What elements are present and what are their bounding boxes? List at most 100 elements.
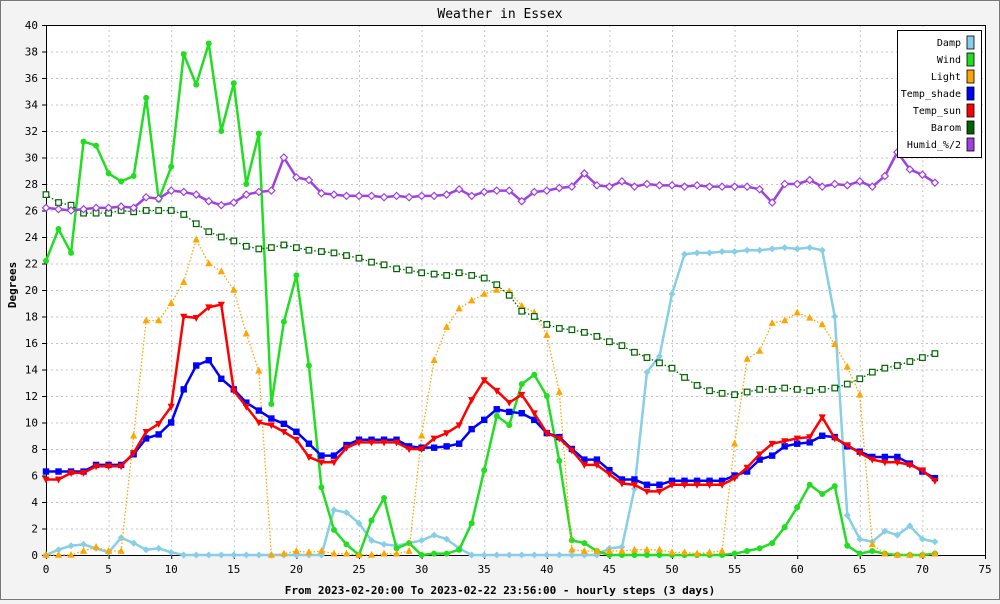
data-point-light-52 bbox=[693, 549, 701, 557]
data-point-light-36 bbox=[493, 286, 501, 293]
data-point-humid-2-46 bbox=[617, 177, 627, 186]
data-point-temp-shade-52 bbox=[693, 477, 701, 484]
data-point-wind-1 bbox=[55, 226, 62, 233]
data-point-light-65 bbox=[856, 390, 864, 398]
data-point-temp-sun-26 bbox=[367, 439, 376, 447]
data-point-barom-14 bbox=[217, 233, 225, 241]
data-point-temp-sun-16 bbox=[242, 403, 250, 411]
data-point-damp-59 bbox=[781, 244, 789, 252]
data-point-wind-39 bbox=[531, 371, 538, 378]
data-point-barom-18 bbox=[267, 244, 275, 252]
x-tick-label-5: 5 bbox=[105, 563, 112, 576]
data-point-humid-2-37 bbox=[504, 186, 514, 195]
data-point-temp-sun-70 bbox=[918, 467, 926, 475]
data-point-damp-52 bbox=[693, 249, 701, 257]
data-point-humid-2-35 bbox=[479, 187, 489, 197]
data-point-temp-shade-36 bbox=[493, 406, 500, 413]
data-point-wind-26 bbox=[368, 517, 375, 524]
data-point-wind-7 bbox=[130, 173, 137, 180]
data-point-light-26 bbox=[367, 551, 376, 558]
data-point-light-31 bbox=[430, 356, 438, 364]
data-point-temp-shade-37 bbox=[506, 408, 513, 416]
data-point-wind-34 bbox=[468, 520, 475, 527]
data-point-barom-22 bbox=[318, 248, 325, 255]
data-point-damp-31 bbox=[430, 531, 438, 539]
legend-swatch-wind bbox=[966, 52, 975, 67]
data-point-wind-3 bbox=[80, 138, 87, 145]
data-point-temp-shade-68 bbox=[894, 453, 901, 461]
legend-label-light: Light bbox=[931, 72, 961, 83]
data-point-light-47 bbox=[630, 545, 639, 553]
data-point-light-55 bbox=[731, 439, 739, 447]
data-point-temp-shade-59 bbox=[781, 443, 788, 450]
data-point-humid-2-42 bbox=[567, 182, 577, 191]
data-point-barom-43 bbox=[580, 329, 588, 336]
data-point-temp-sun-33 bbox=[455, 422, 463, 430]
data-point-damp-15 bbox=[230, 551, 238, 559]
data-point-light-33 bbox=[455, 304, 463, 312]
data-point-damp-56 bbox=[743, 246, 751, 254]
data-point-damp-3 bbox=[80, 540, 88, 548]
data-point-temp-sun-46 bbox=[618, 480, 626, 488]
data-point-barom-58 bbox=[768, 385, 776, 393]
data-point-wind-5 bbox=[105, 170, 112, 177]
y-tick-label-6: 6 bbox=[31, 470, 38, 483]
data-point-temp-shade-10 bbox=[168, 419, 175, 426]
data-point-light-57 bbox=[756, 346, 764, 354]
data-point-humid-2-0 bbox=[41, 203, 51, 213]
data-point-humid-2-4 bbox=[91, 203, 101, 213]
data-point-damp-48 bbox=[643, 368, 651, 376]
data-point-humid-2-50 bbox=[667, 180, 677, 190]
data-point-temp-sun-49 bbox=[655, 488, 664, 496]
y-tick-label-26: 26 bbox=[25, 205, 38, 218]
data-point-humid-2-41 bbox=[554, 183, 564, 193]
data-point-barom-68 bbox=[893, 362, 901, 369]
data-point-damp-68 bbox=[893, 531, 901, 539]
data-point-temp-sun-10 bbox=[167, 403, 175, 411]
data-point-temp-shade-57 bbox=[756, 456, 763, 463]
data-point-barom-50 bbox=[668, 364, 676, 372]
data-point-wind-15 bbox=[230, 80, 237, 87]
data-point-wind-66 bbox=[869, 548, 876, 555]
data-point-wind-55 bbox=[731, 550, 738, 557]
data-point-barom-57 bbox=[756, 385, 764, 393]
data-point-humid-2-36 bbox=[492, 186, 502, 195]
data-point-temp-shade-19 bbox=[280, 420, 288, 428]
y-tick-label-22: 22 bbox=[25, 258, 38, 271]
data-point-light-46 bbox=[618, 547, 626, 554]
y-tick-label-38: 38 bbox=[25, 46, 38, 59]
data-point-temp-shade-23 bbox=[330, 452, 338, 459]
data-point-temp-sun-39 bbox=[530, 410, 538, 418]
data-point-temp-shade-17 bbox=[255, 407, 263, 414]
data-point-barom-13 bbox=[205, 228, 213, 236]
data-point-temp-sun-56 bbox=[743, 464, 751, 472]
data-point-wind-4 bbox=[93, 142, 100, 149]
data-point-temp-sun-12 bbox=[192, 315, 200, 322]
data-point-wind-60 bbox=[794, 504, 801, 511]
data-point-humid-2-64 bbox=[842, 180, 852, 190]
data-point-light-51 bbox=[680, 548, 689, 556]
data-point-temp-sun-42 bbox=[568, 447, 576, 455]
data-point-wind-38 bbox=[518, 381, 525, 388]
data-point-light-6 bbox=[117, 547, 125, 554]
data-point-wind-23 bbox=[330, 526, 337, 533]
data-point-temp-sun-5 bbox=[105, 463, 113, 471]
data-point-damp-32 bbox=[443, 535, 451, 543]
data-point-barom-9 bbox=[155, 207, 163, 214]
data-point-wind-24 bbox=[343, 541, 350, 548]
data-point-temp-shade-0 bbox=[42, 468, 50, 475]
data-point-humid-2-6 bbox=[116, 202, 126, 211]
data-point-barom-1 bbox=[55, 199, 62, 206]
data-point-temp-shade-54 bbox=[718, 477, 726, 484]
data-point-light-23 bbox=[330, 549, 338, 557]
data-point-wind-64 bbox=[844, 542, 851, 549]
data-point-humid-2-19 bbox=[279, 153, 289, 162]
data-point-barom-61 bbox=[806, 387, 814, 395]
data-point-temp-sun-60 bbox=[793, 435, 801, 443]
x-tick-label-15: 15 bbox=[227, 563, 240, 576]
data-point-light-21 bbox=[305, 548, 313, 556]
data-point-light-15 bbox=[230, 286, 238, 293]
data-point-light-40 bbox=[543, 331, 551, 338]
data-point-wind-47 bbox=[631, 552, 638, 558]
data-point-wind-16 bbox=[243, 181, 250, 187]
